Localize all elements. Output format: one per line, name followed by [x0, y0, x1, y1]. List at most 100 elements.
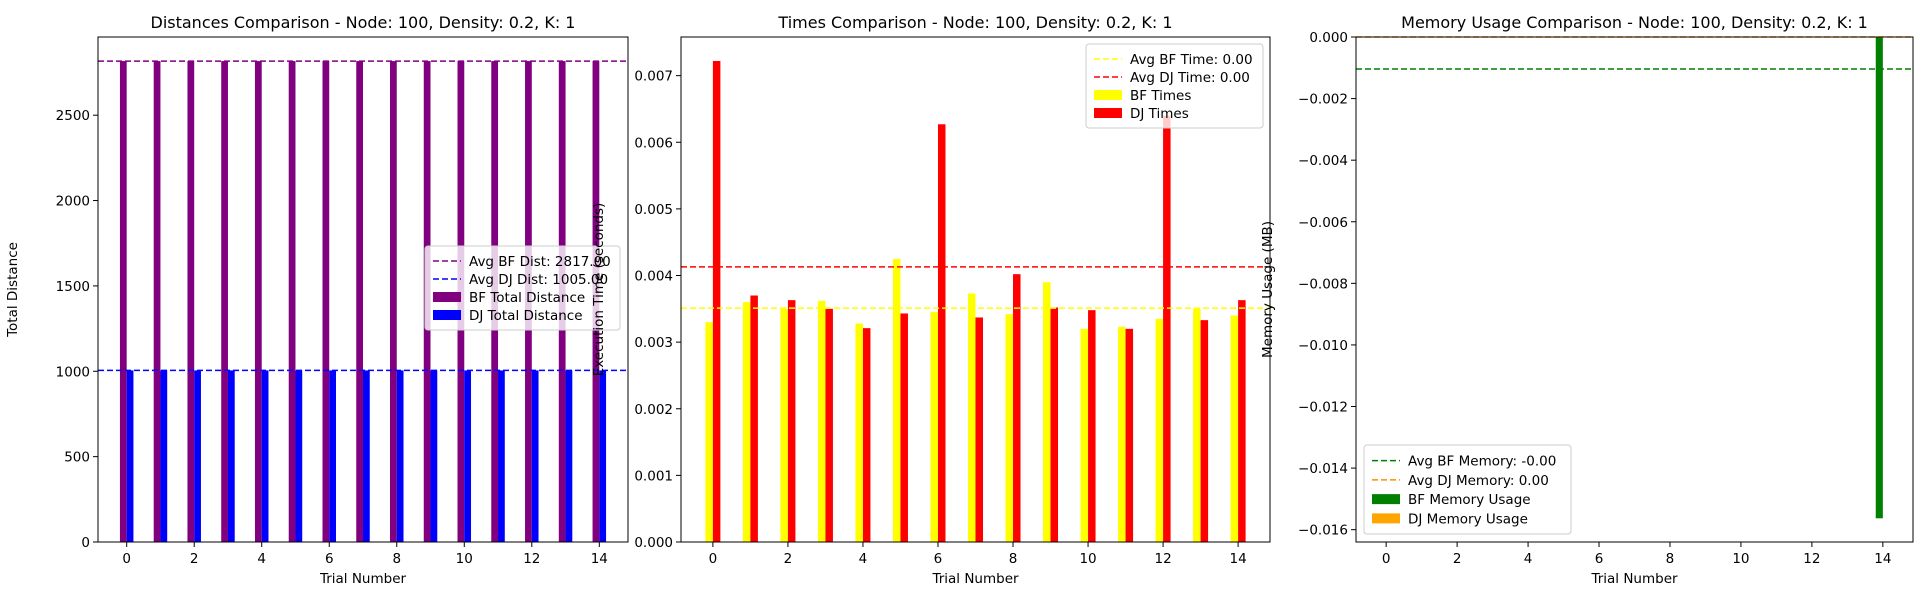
- y-tick-label: 0.002: [634, 402, 673, 418]
- dj-bar-14: [1238, 300, 1246, 542]
- dj-bar-7: [363, 370, 370, 542]
- legend-bf-label: BF Memory Usage: [1408, 492, 1531, 508]
- bf-bar-10: [1080, 328, 1089, 542]
- plot-frame: [1355, 36, 1914, 543]
- y-tick-label: −0.010: [1298, 338, 1348, 354]
- bf-bar-14: [1230, 315, 1239, 542]
- legend-dj-swatch: [1094, 108, 1122, 118]
- dj-bar-7: [975, 317, 983, 542]
- dj-bar-14: [599, 370, 607, 542]
- bf-bar-8: [1005, 314, 1014, 542]
- bf-bar-0: [705, 322, 713, 542]
- dj-bar-2: [194, 370, 201, 542]
- x-tick-label: 10: [1732, 551, 1749, 567]
- dj-bar-13: [565, 370, 573, 542]
- dj-bar-6: [937, 124, 946, 542]
- bf-bar-2: [187, 61, 195, 542]
- x-tick-label: 14: [1874, 551, 1891, 567]
- legend-avg-dj-label: Avg DJ Dist: 1005.00: [469, 272, 608, 288]
- x-tick-label: 0: [709, 551, 718, 567]
- y-tick-label: −0.012: [1298, 400, 1348, 416]
- dj-bar-9: [430, 370, 438, 542]
- bf-bar-11: [1118, 326, 1126, 542]
- dj-bar-5: [900, 313, 908, 542]
- dj-bar-6: [329, 370, 336, 542]
- bf-bar-5: [288, 61, 296, 542]
- bf-bar-6: [322, 61, 330, 542]
- y-tick-label: −0.016: [1298, 523, 1348, 539]
- x-tick-label: 12: [523, 551, 540, 567]
- legend-dj-label: DJ Memory Usage: [1408, 511, 1528, 527]
- y-tick-label: 0.000: [1309, 30, 1348, 46]
- legend-box: [1085, 43, 1264, 129]
- bf-bar-6: [930, 312, 938, 542]
- legend-bf-swatch: [1372, 494, 1400, 505]
- y-tick-label: 1500: [56, 279, 90, 295]
- legend-dj-label: DJ Total Distance: [469, 308, 583, 324]
- x-tick-label: 12: [1803, 551, 1820, 567]
- legend: Avg BF Time: 0.00 Avg DJ Time: 0.00 BF Tim…: [1085, 43, 1264, 129]
- chart-title: Memory Usage Comparison - Node: 100, Den…: [1401, 13, 1868, 32]
- x-tick-label: 6: [325, 551, 334, 567]
- y-tick-label: 0: [81, 535, 90, 551]
- bf-bar-13: [1193, 308, 1201, 542]
- dj-bar-1: [750, 295, 758, 542]
- x-tick-label: 0: [122, 551, 131, 567]
- dj-bar-1: [160, 370, 168, 542]
- y-tick-label: 0.005: [634, 202, 673, 218]
- dj-bar-4: [862, 328, 871, 542]
- chart-panel-3: 0 2 4 6 8 10 12 14 0.000 −0.002 −0.004 −0.006 −0.008…: [1260, 13, 1914, 587]
- legend-box: [1363, 444, 1572, 535]
- chart-panel-1: 0 2 4 6 8 10 12 14 0 500 1000 1500 2000 2500 Distances…: [5, 13, 629, 587]
- bf-bar-12: [1155, 318, 1164, 542]
- x-tick-label: 4: [257, 551, 266, 567]
- y-tick-label: 2000: [56, 194, 90, 210]
- legend-avg-bf-label: Avg BF Dist: 2817.00: [469, 254, 611, 270]
- dj-bar-12: [1163, 115, 1171, 543]
- y-tick-label: −0.006: [1298, 215, 1348, 231]
- x-tick-label: 10: [1079, 551, 1096, 567]
- dj-bar-4: [261, 370, 269, 542]
- bf-bar-3: [817, 300, 826, 542]
- bf-bar-4: [254, 61, 262, 542]
- x-axis-label: Trial Number: [319, 571, 407, 587]
- y-tick-label: −0.014: [1298, 461, 1348, 477]
- bf-bar-7: [356, 61, 363, 542]
- x-tick-label: 6: [1595, 551, 1604, 567]
- bf-bar-14: [1875, 37, 1883, 519]
- dj-bar-2: [787, 300, 796, 542]
- x-tick-label: 8: [392, 551, 401, 567]
- bf-bar-4: [855, 323, 863, 542]
- y-tick-label: 2500: [56, 108, 90, 124]
- legend-avg-dj-label: Avg DJ Memory: 0.00: [1408, 473, 1549, 489]
- legend-bf-swatch: [1094, 90, 1122, 100]
- y-tick-label: 1000: [56, 364, 90, 380]
- x-tick-label: 2: [784, 551, 793, 567]
- dj-bar-13: [1200, 320, 1209, 542]
- x-tick-label: 14: [591, 551, 608, 567]
- bf-bar-9: [1043, 282, 1051, 542]
- x-tick-label: 4: [859, 551, 868, 567]
- plot-frame: [97, 36, 629, 543]
- bf-bar-8: [390, 61, 397, 542]
- legend-bf-swatch: [433, 292, 461, 302]
- legend-bf-label: BF Times: [1130, 88, 1191, 104]
- x-tick-label: 8: [1009, 551, 1018, 567]
- x-tick-label: 10: [456, 551, 473, 567]
- legend-dj-swatch: [433, 310, 461, 320]
- legend-dj-label: DJ Times: [1130, 106, 1189, 122]
- dj-bar-9: [1050, 307, 1059, 542]
- plot-frame: [680, 36, 1271, 543]
- x-tick-label: 2: [190, 551, 199, 567]
- y-tick-label: 500: [64, 450, 90, 466]
- y-axis-label: Total Distance: [5, 242, 21, 338]
- dj-bar-0: [126, 370, 134, 542]
- legend-avg-dj-label: Avg DJ Time: 0.00: [1130, 70, 1250, 86]
- bf-bar-2: [780, 308, 788, 542]
- x-axis-label: Trial Number: [1590, 571, 1678, 587]
- x-tick-label: 8: [1666, 551, 1675, 567]
- y-axis-label: Memory Usage (MB): [1260, 221, 1276, 358]
- dj-bar-8: [396, 370, 404, 542]
- dj-bar-5: [295, 370, 303, 542]
